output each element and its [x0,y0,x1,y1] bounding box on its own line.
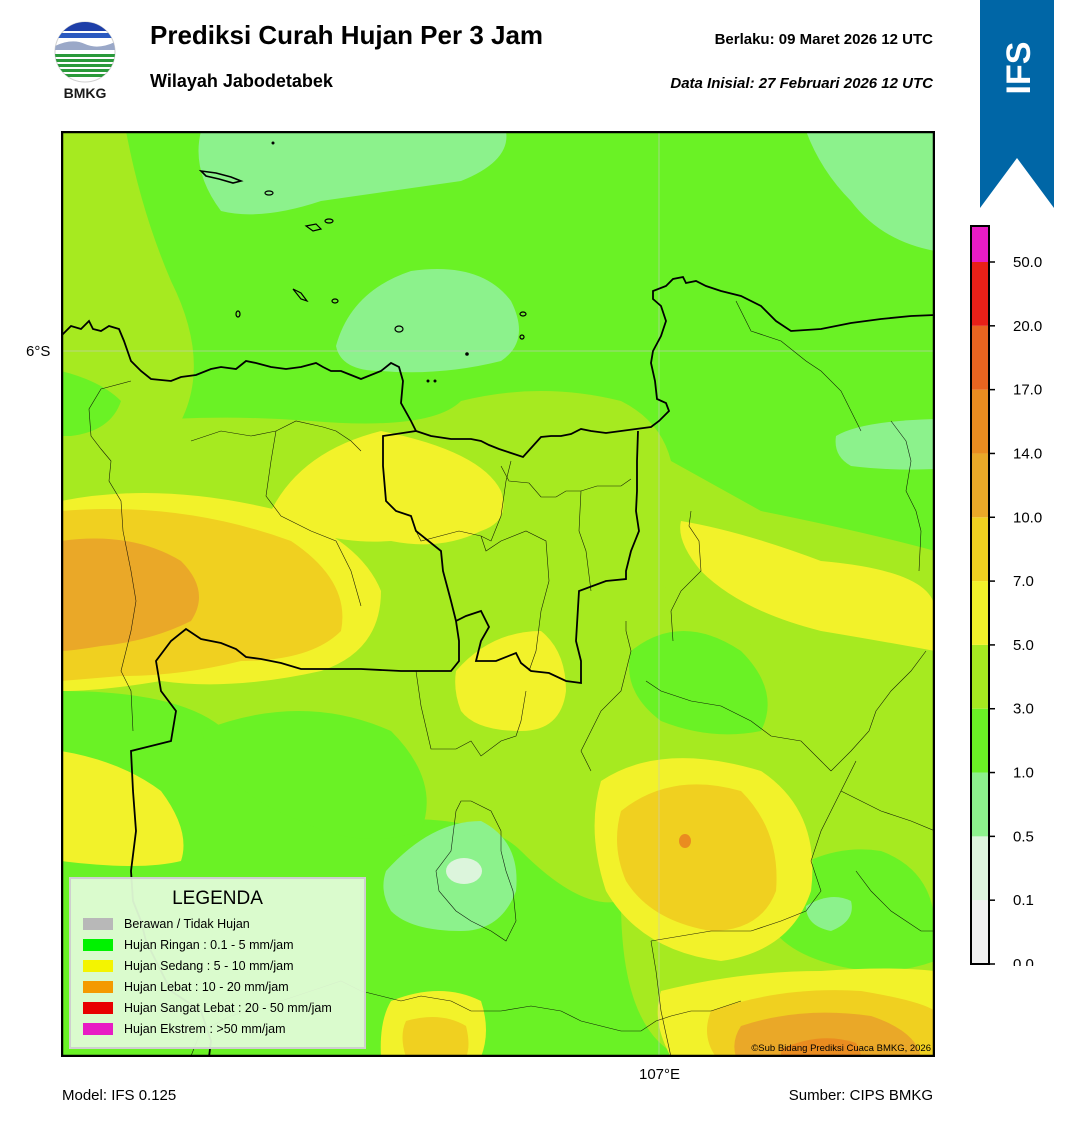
colorbar-label: 17.0 [1013,382,1042,399]
logo-text: BMKG [64,85,107,101]
bmkg-logo: BMKG [54,21,116,101]
colorbar-segment [971,453,989,518]
longitude-label: 107°E [639,1066,681,1083]
colorbar-label: 14.0 [1013,445,1042,462]
legend-swatch [83,981,113,993]
legend-item-extreme-rain: Hujan Ekstrem : >50 mm/jam [83,1021,286,1037]
legend-title: LEGENDA [172,888,263,909]
legend-swatch [83,1023,113,1035]
colorbar-segment [971,226,989,262]
colorbar: 0.0 0.1 0.5 1.0 3.0 5.0 7.0 10.0 14.0 17.0 20.0 50.… [970,225,1042,966]
valid-time: Berlaku: 09 Maret 2026 12 UTC [714,31,933,48]
colorbar-segment [971,262,989,326]
legend-swatch [83,918,113,930]
model-name: Model: IFS 0.125 [62,1087,177,1104]
colorbar-label: 0.1 [1013,892,1034,909]
ribbon-text: IFS [1000,42,1038,95]
legend-label: Hujan Sangat Lebat : 20 - 50 mm/jam [124,1001,332,1015]
page-subtitle: Wilayah Jabodetabek [150,71,333,91]
legend-swatch [83,939,113,951]
colorbar-label: 7.0 [1013,573,1034,590]
colorbar-label: 1.0 [1013,765,1034,782]
colorbar-segment [971,644,989,709]
colorbar-label: 0.5 [1013,828,1034,845]
page-title: Prediksi Curah Hujan Per 3 Jam [150,20,544,50]
colorbar-segment [971,900,989,964]
legend-item-no-rain: Berawan / Tidak Hujan [83,916,250,932]
colorbar-label: 0.0 [1013,956,1034,966]
colorbar-label: 3.0 [1013,701,1034,718]
legend-swatch [83,960,113,972]
legend-label: Berawan / Tidak Hujan [124,917,250,931]
legend-swatch [83,1002,113,1014]
colorbar-segment [971,517,989,582]
legend-label: Hujan Ekstrem : >50 mm/jam [124,1022,286,1036]
latitude-label: 6°S [26,343,51,360]
legend-label: Hujan Sedang : 5 - 10 mm/jam [124,959,294,973]
colorbar-label: 20.0 [1013,318,1042,335]
legend-box: LEGENDA Berawan / Tidak Hujan Hujan Ring… [69,877,366,1049]
colorbar-label: 10.0 [1013,509,1042,526]
colorbar-segment [971,708,989,773]
colorbar-frame [970,225,990,965]
legend-item-moderate-rain: Hujan Sedang : 5 - 10 mm/jam [83,958,294,974]
legend-item-heavy-rain: Hujan Lebat : 10 - 20 mm/jam [83,979,289,995]
colorbar-segment [971,325,989,390]
legend-label: Hujan Ringan : 0.1 - 5 mm/jam [124,938,294,952]
data-source: Sumber: CIPS BMKG [788,1087,933,1104]
model-ribbon: IFS [980,0,1054,208]
colorbar-label: 50.0 [1013,254,1042,271]
map-copyright: ©Sub Bidang Prediksi Cuaca BMKG, 2026 [751,1043,931,1054]
legend-label: Hujan Lebat : 10 - 20 mm/jam [124,980,289,994]
colorbar-segment [971,772,989,837]
colorbar-segment [971,389,989,454]
legend-item-light-rain: Hujan Ringan : 0.1 - 5 mm/jam [83,937,294,953]
init-time: Data Inisial: 27 Februari 2026 12 UTC [670,75,933,92]
colorbar-segment [971,581,989,645]
colorbar-segment [971,836,989,901]
colorbar-label: 5.0 [1013,637,1034,654]
legend-item-very-heavy-rain: Hujan Sangat Lebat : 20 - 50 mm/jam [83,1000,332,1016]
